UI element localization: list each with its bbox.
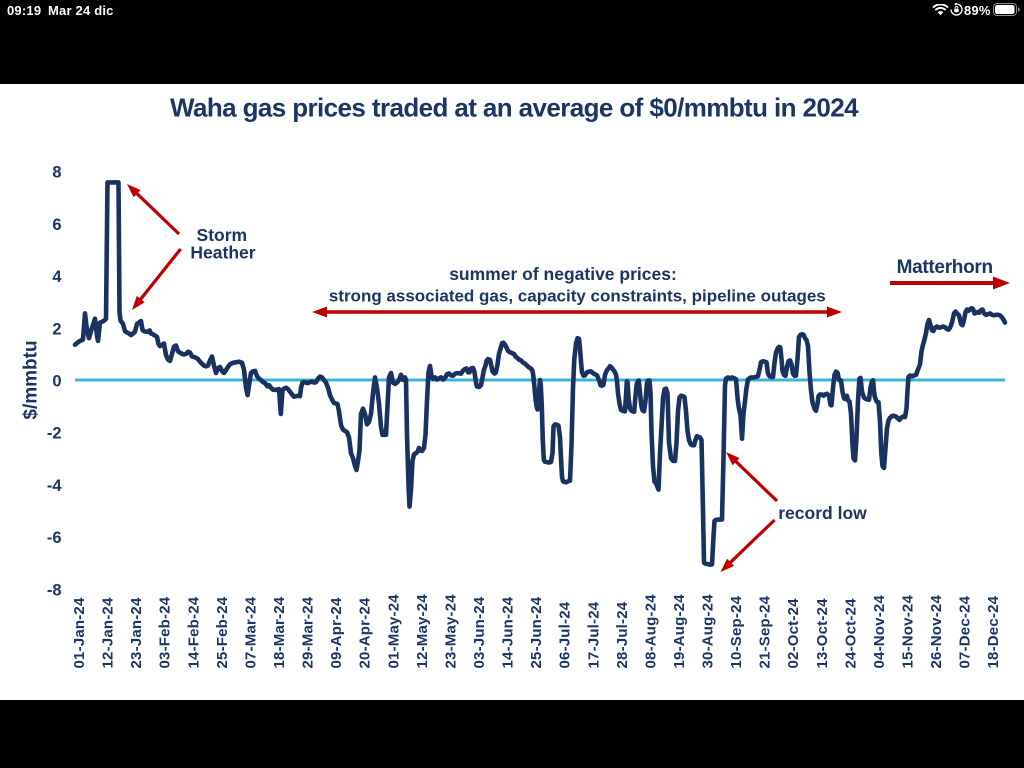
svg-text:07-Dec-24: 07-Dec-24 [957, 595, 974, 668]
svg-text:02-Oct-24: 02-Oct-24 [785, 598, 802, 669]
svg-text:01-Jan-24: 01-Jan-24 [71, 597, 88, 668]
svg-text:28-Jul-24: 28-Jul-24 [614, 601, 631, 668]
svg-text:6: 6 [52, 216, 61, 234]
svg-text:06-Jul-24: 06-Jul-24 [557, 601, 574, 668]
svg-text:Storm: Storm [197, 225, 248, 245]
svg-text:12-May-24: 12-May-24 [414, 594, 431, 669]
svg-text:29-Mar-24: 29-Mar-24 [300, 596, 317, 668]
svg-text:-6: -6 [47, 529, 62, 547]
svg-text:15-Nov-24: 15-Nov-24 [900, 595, 917, 669]
svg-text:strong associated gas, capacit: strong associated gas, capacity constrai… [329, 287, 826, 306]
svg-text:13-Oct-24: 13-Oct-24 [814, 598, 831, 669]
svg-text:$/mmbtu: $/mmbtu [21, 340, 42, 419]
svg-text:18-Mar-24: 18-Mar-24 [271, 596, 288, 668]
svg-text:-2: -2 [47, 425, 62, 443]
svg-text:Waha gas prices traded at an a: Waha gas prices traded at an average of … [170, 93, 859, 123]
svg-text:Heather: Heather [190, 243, 255, 263]
svg-text:14-Jun-24: 14-Jun-24 [500, 596, 517, 668]
svg-text:03-Feb-24: 03-Feb-24 [157, 596, 174, 668]
svg-text:8: 8 [52, 164, 61, 182]
svg-text:12-Jan-24: 12-Jan-24 [100, 597, 117, 668]
svg-text:07-Mar-24: 07-Mar-24 [242, 596, 259, 668]
svg-text:23-Jan-24: 23-Jan-24 [128, 597, 145, 668]
svg-text:-8: -8 [47, 581, 62, 599]
svg-text:18-Dec-24: 18-Dec-24 [985, 595, 1002, 668]
svg-text:record low: record low [778, 503, 867, 523]
svg-text:20-Apr-24: 20-Apr-24 [357, 597, 374, 668]
svg-text:10-Sep-24: 10-Sep-24 [728, 595, 745, 668]
svg-text:24-Oct-24: 24-Oct-24 [842, 598, 859, 669]
svg-text:26-Nov-24: 26-Nov-24 [928, 595, 945, 669]
svg-text:summer of negative prices:: summer of negative prices: [449, 264, 677, 284]
svg-text:09-Apr-24: 09-Apr-24 [328, 597, 345, 668]
svg-text:30-Aug-24: 30-Aug-24 [700, 594, 717, 669]
svg-text:4: 4 [52, 268, 62, 286]
svg-text:-4: -4 [47, 477, 62, 495]
svg-text:19-Aug-24: 19-Aug-24 [671, 594, 688, 669]
svg-text:17-Jul-24: 17-Jul-24 [585, 601, 602, 668]
svg-text:04-Nov-24: 04-Nov-24 [871, 595, 888, 669]
svg-text:14-Feb-24: 14-Feb-24 [185, 596, 202, 668]
svg-text:01-May-24: 01-May-24 [385, 594, 402, 669]
svg-text:03-Jun-24: 03-Jun-24 [471, 596, 488, 668]
svg-text:Matterhorn: Matterhorn [897, 257, 993, 278]
svg-text:25-Feb-24: 25-Feb-24 [214, 596, 231, 668]
svg-text:23-May-24: 23-May-24 [442, 594, 459, 669]
svg-text:0: 0 [52, 373, 61, 391]
svg-text:25-Jun-24: 25-Jun-24 [528, 596, 545, 668]
svg-text:21-Sep-24: 21-Sep-24 [757, 595, 774, 668]
svg-text:2: 2 [52, 320, 61, 338]
svg-text:08-Aug-24: 08-Aug-24 [642, 594, 659, 669]
